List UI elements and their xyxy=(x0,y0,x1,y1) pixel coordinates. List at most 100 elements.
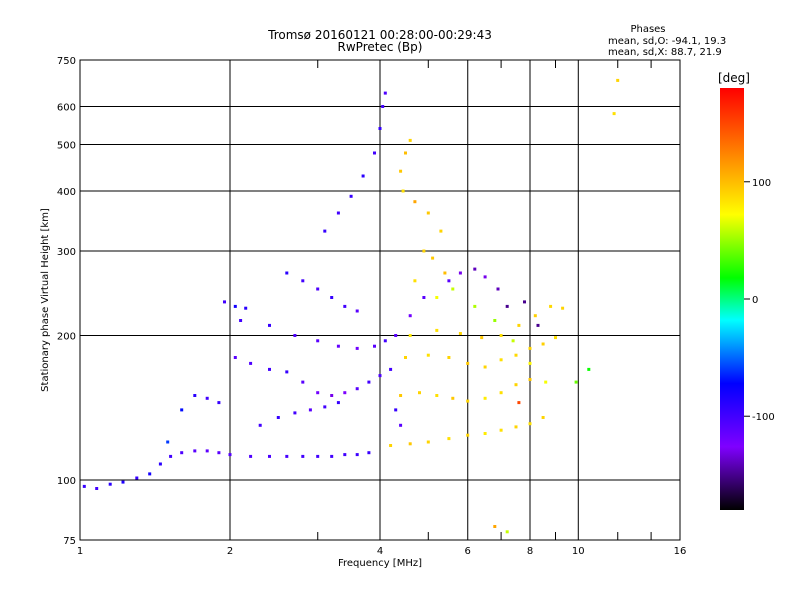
x-tick-label: 8 xyxy=(527,546,533,557)
data-point xyxy=(426,440,430,444)
data-point xyxy=(401,189,405,193)
data-point xyxy=(473,267,477,271)
stats-x: mean, sd,X: 88.7, 21.9 xyxy=(608,47,722,58)
data-point xyxy=(383,91,387,95)
colorbar xyxy=(720,88,744,510)
data-point xyxy=(426,353,430,357)
stats-title: Phases xyxy=(630,24,665,35)
data-point xyxy=(587,367,591,371)
data-point xyxy=(180,451,184,455)
data-point xyxy=(135,476,139,480)
data-point xyxy=(233,356,237,359)
data-point xyxy=(378,127,382,130)
data-point xyxy=(447,356,451,359)
data-point xyxy=(536,323,540,327)
data-point xyxy=(408,334,412,337)
data-point xyxy=(343,391,347,395)
data-point xyxy=(367,451,371,455)
data-point xyxy=(301,454,305,458)
y-axis-ticks: 75 100 200 300 400 500 600 750 xyxy=(57,56,76,547)
data-point xyxy=(439,229,443,233)
colorbar-tick-label: 0 xyxy=(752,295,758,306)
data-point xyxy=(483,432,487,435)
data-point xyxy=(378,374,382,378)
data-point xyxy=(330,454,334,458)
data-point xyxy=(343,304,347,308)
data-point xyxy=(413,279,417,283)
data-point xyxy=(323,405,327,409)
x-tick-label: 2 xyxy=(227,546,233,557)
data-point xyxy=(285,271,289,275)
data-points xyxy=(82,78,620,534)
data-point xyxy=(404,356,407,359)
data-point xyxy=(249,361,253,365)
data-point xyxy=(239,319,243,322)
data-point xyxy=(505,304,509,308)
data-point xyxy=(316,339,320,343)
data-point xyxy=(451,396,455,400)
data-point xyxy=(361,174,365,178)
data-point xyxy=(466,399,470,403)
data-point xyxy=(514,425,518,429)
data-point xyxy=(496,287,500,291)
data-point xyxy=(355,453,359,457)
x-axis-ticks: 1 2 4 6 8 10 16 xyxy=(77,546,687,557)
data-point xyxy=(499,358,503,362)
data-point xyxy=(383,339,387,343)
data-point xyxy=(499,334,503,337)
data-point xyxy=(82,484,86,488)
chart-subtitle: RwPretec (Bp) xyxy=(338,40,423,54)
data-point xyxy=(355,309,359,313)
data-point xyxy=(418,391,421,395)
data-point xyxy=(285,370,289,374)
data-point xyxy=(394,408,398,412)
x-tick-label: 10 xyxy=(572,546,585,557)
data-point xyxy=(544,380,548,384)
data-point xyxy=(458,271,462,275)
data-point xyxy=(258,423,262,427)
data-point xyxy=(422,249,426,253)
data-point xyxy=(399,423,403,427)
data-point xyxy=(373,344,376,348)
data-point xyxy=(473,304,477,308)
data-point xyxy=(355,346,359,350)
data-point xyxy=(108,482,112,486)
data-point xyxy=(466,433,470,437)
data-point xyxy=(549,304,553,308)
data-point xyxy=(316,391,320,395)
data-point xyxy=(355,387,359,391)
data-point xyxy=(426,211,430,215)
data-point xyxy=(233,304,237,308)
y-tick-label: 200 xyxy=(57,332,76,343)
data-point xyxy=(451,287,455,291)
data-point xyxy=(408,138,412,142)
data-point xyxy=(330,394,334,397)
data-point xyxy=(528,422,532,426)
data-point xyxy=(443,271,447,275)
chart-title: Tromsø 20160121 00:28:00-00:29:43 xyxy=(267,28,492,42)
data-point xyxy=(228,453,232,457)
data-point xyxy=(528,378,532,381)
data-point xyxy=(217,401,221,405)
colorbar-tick-label: -100 xyxy=(752,412,775,423)
data-point xyxy=(435,296,439,299)
data-point xyxy=(217,451,221,455)
data-point xyxy=(612,112,616,116)
y-tick-label: 400 xyxy=(57,187,76,198)
data-point xyxy=(458,332,462,335)
data-point xyxy=(514,353,518,357)
x-tick-label: 16 xyxy=(674,546,687,557)
x-tick-label: 4 xyxy=(377,546,383,557)
data-point xyxy=(399,169,403,173)
data-point xyxy=(268,323,271,327)
data-point xyxy=(541,342,545,346)
data-point xyxy=(158,462,162,466)
y-tick-label: 500 xyxy=(57,141,76,152)
data-point xyxy=(493,319,497,322)
data-point xyxy=(413,200,417,204)
stats-o: mean, sd,O: -94.1, 19.3 xyxy=(608,36,726,47)
data-point xyxy=(193,394,197,397)
data-point xyxy=(249,454,253,458)
data-point xyxy=(193,449,197,453)
